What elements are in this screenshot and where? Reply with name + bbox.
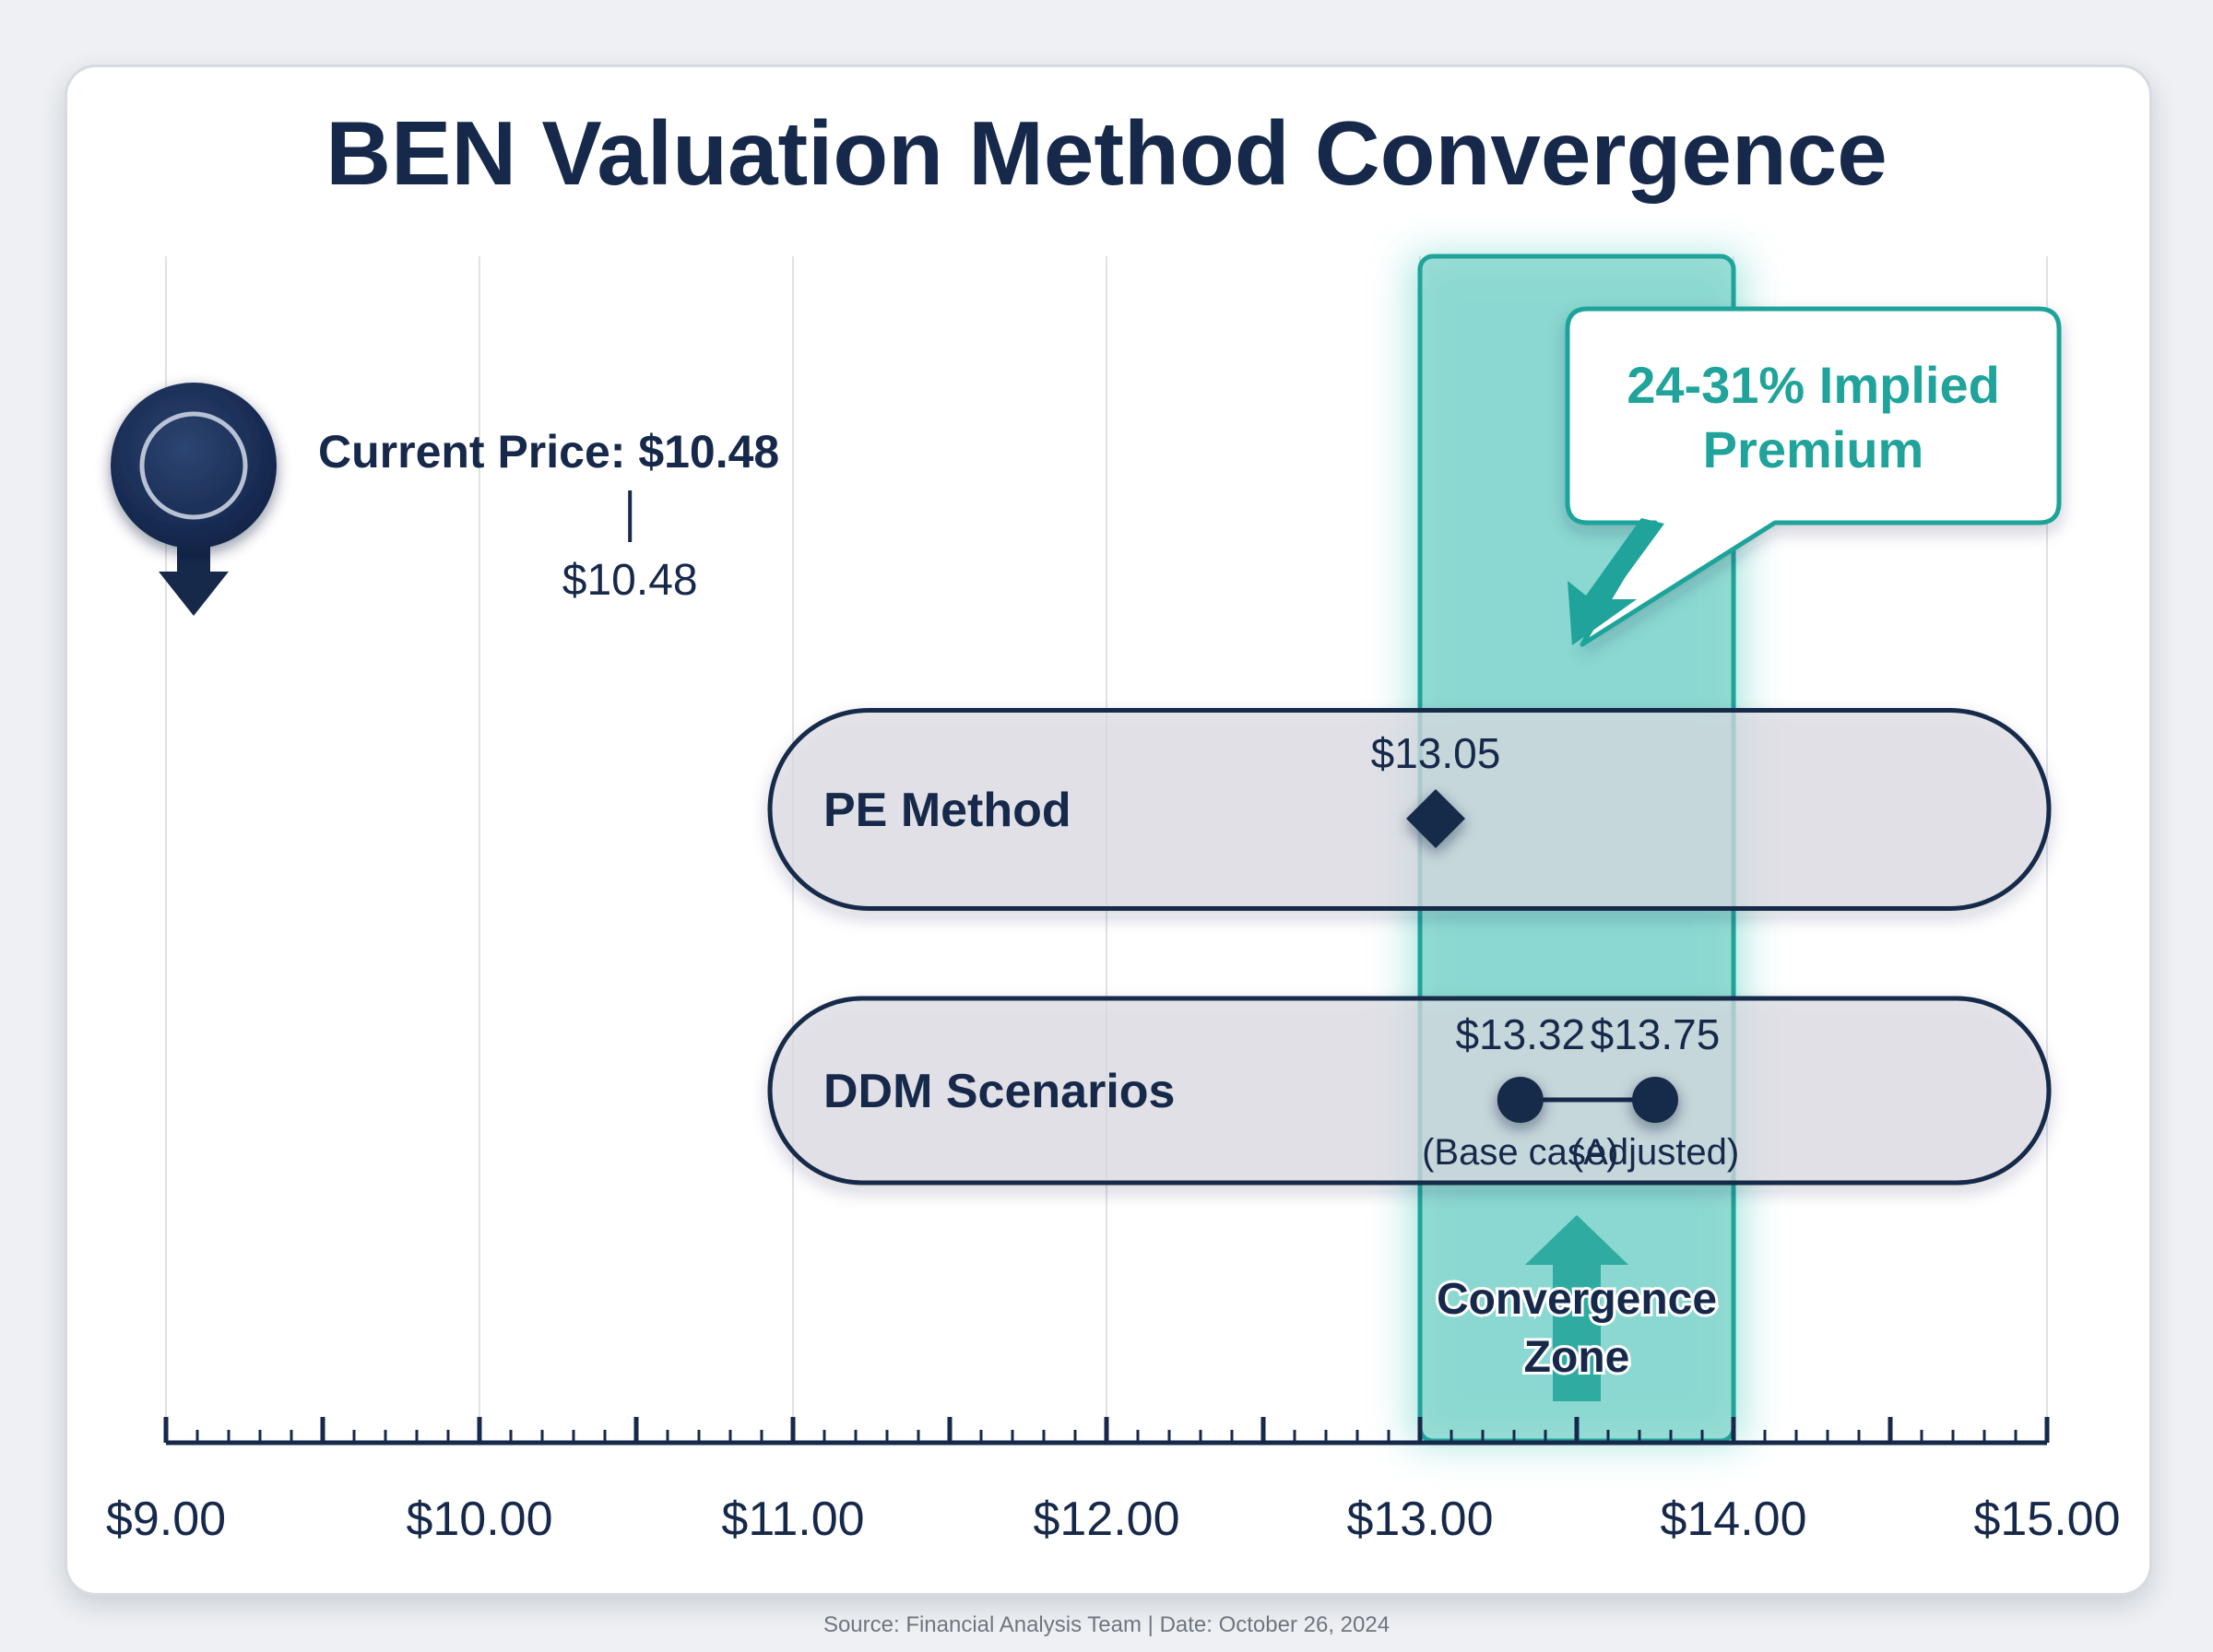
callout-bubble [1565, 306, 2062, 647]
arrow-up-icon [1525, 1215, 1628, 1401]
callout-text: Premium [1703, 420, 1924, 478]
x-tick-label: $11.00 [721, 1493, 864, 1546]
chart-title: BEN Valuation Method Convergence [325, 102, 1887, 204]
current-price-label: Current Price: $10.48 [318, 426, 779, 478]
series-row: PE Method $13.05 [767, 708, 2052, 911]
point-value-label: $13.32 [1455, 1010, 1585, 1058]
convergence-zone-label: Zone [1524, 1333, 1630, 1382]
series-layer: PE Method $13.05 DDM Scenarios $13.32 (Base … [767, 708, 2052, 1186]
series-pill [767, 996, 2052, 1186]
callout-pointer-icon [1568, 518, 1664, 645]
x-tick-label: $15.00 [1973, 1493, 2120, 1546]
series-name: DDM Scenarios [823, 1065, 1175, 1118]
x-tick-label: $10.00 [406, 1493, 552, 1546]
x-tick-label: $13.00 [1346, 1493, 1493, 1546]
current-price-marker-icon [111, 383, 277, 549]
ddm-point-dot [1632, 1077, 1678, 1123]
series-row: DDM Scenarios $13.32 (Base case) $13.75 (Adj… [767, 996, 2052, 1186]
series-name: PE Method [823, 784, 1071, 837]
ddm-point-dot [1497, 1077, 1544, 1123]
current-price-marker: Current Price: $10.48 $10.48 [111, 383, 811, 616]
current-price-marker-ring [139, 411, 248, 520]
series-pill [767, 708, 2052, 911]
callout-text: 24-31% Implied [1627, 356, 2000, 414]
current-price-value: $10.48 [562, 556, 698, 605]
convergence-zone-label: Convergence [1437, 1275, 1717, 1324]
point-value-label: $13.75 [1591, 1010, 1721, 1058]
x-tick-label: $12.00 [1033, 1493, 1179, 1546]
x-tick-label: $9.00 [106, 1493, 226, 1546]
premium-callout: 24-31% Implied Premium [1565, 306, 2062, 647]
x-axis: $9.00 $10.00 $11.00 $12.00 $13.00 $14.00 $15.0… [106, 1417, 2121, 1546]
point-value-label: $13.05 [1371, 729, 1501, 777]
arrow-down-icon [159, 544, 229, 616]
point-sublabel: (Adjusted) [1571, 1132, 1739, 1173]
pe-point-diamond [1406, 789, 1465, 848]
x-tick-label: $14.00 [1660, 1493, 1806, 1546]
source-footnote: Source: Financial Analysis Team | Date: … [822, 1612, 1391, 1637]
point-sublabel: (Base case) [1422, 1132, 1618, 1173]
